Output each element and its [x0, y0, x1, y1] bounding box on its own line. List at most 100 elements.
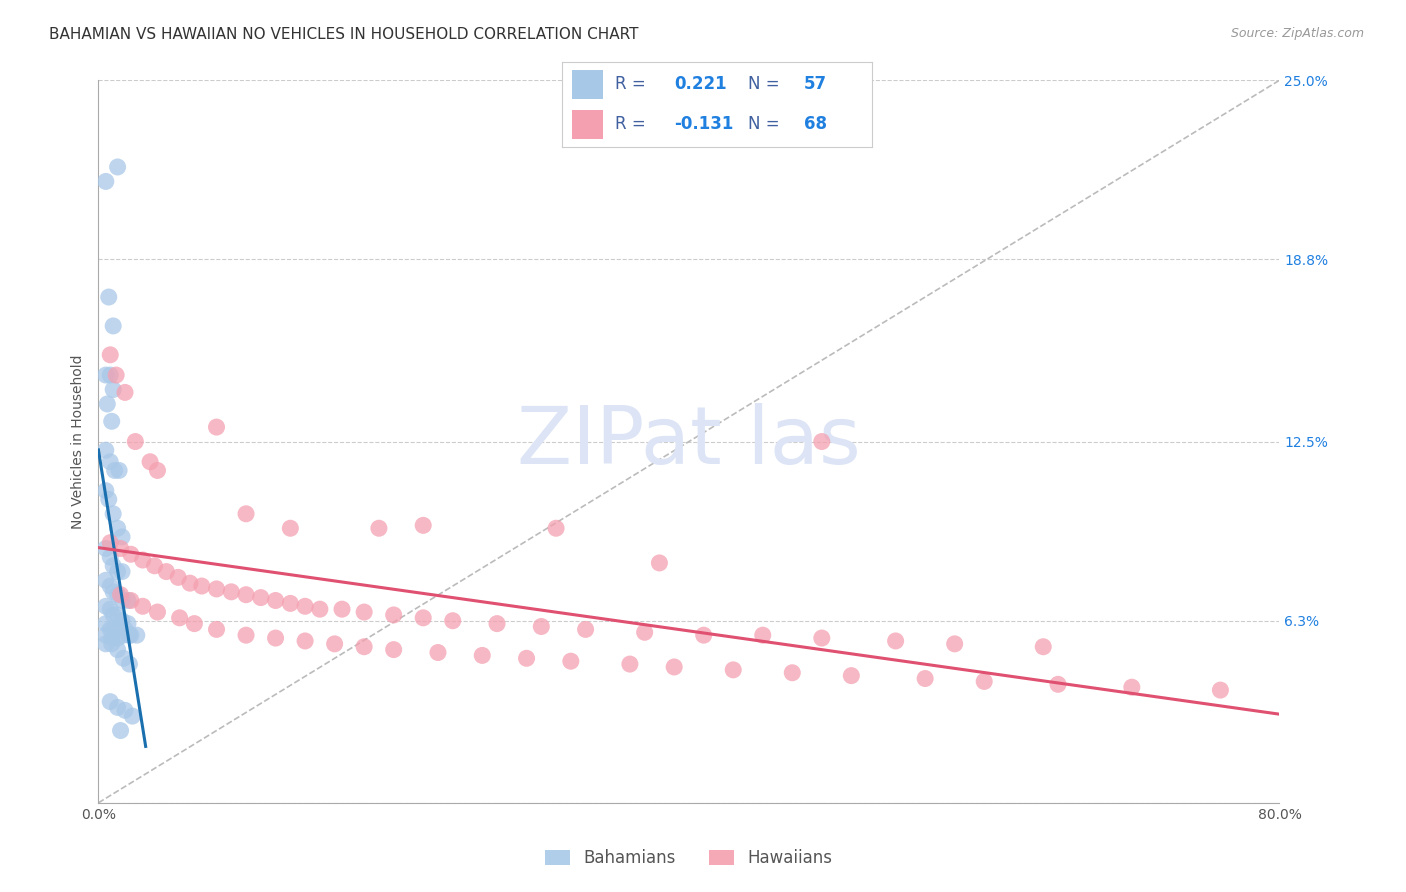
- Point: [441, 614, 464, 628]
- Text: 0.221: 0.221: [673, 76, 727, 94]
- Point: [107, 521, 129, 535]
- Point: [107, 642, 129, 657]
- Point: [169, 611, 191, 625]
- Point: [914, 672, 936, 686]
- Bar: [572, 70, 603, 99]
- Point: [118, 628, 141, 642]
- Point: [427, 646, 450, 660]
- Point: [368, 521, 391, 535]
- Point: [693, 628, 716, 642]
- Point: [94, 599, 117, 614]
- Point: [330, 602, 353, 616]
- Point: [107, 607, 129, 622]
- Point: [943, 637, 966, 651]
- Point: [139, 455, 162, 469]
- Point: [884, 634, 907, 648]
- Text: Source: ZipAtlas.com: Source: ZipAtlas.com: [1230, 27, 1364, 40]
- Point: [107, 700, 129, 714]
- Point: [486, 616, 509, 631]
- Point: [841, 668, 863, 682]
- Text: ZIPat las: ZIPat las: [517, 402, 860, 481]
- Legend: Bahamians, Hawaiians: Bahamians, Hawaiians: [538, 843, 839, 874]
- Point: [107, 588, 129, 602]
- Point: [94, 483, 117, 498]
- Point: [103, 607, 125, 622]
- Point: [103, 623, 125, 637]
- Point: [111, 614, 134, 628]
- Point: [155, 565, 177, 579]
- Point: [382, 607, 405, 622]
- Point: [111, 565, 134, 579]
- Point: [146, 463, 169, 477]
- Point: [98, 535, 121, 549]
- Point: [1209, 683, 1232, 698]
- Point: [132, 599, 155, 614]
- Point: [752, 628, 775, 642]
- Point: [120, 628, 142, 642]
- Point: [250, 591, 273, 605]
- Point: [516, 651, 538, 665]
- Point: [382, 642, 405, 657]
- Point: [98, 623, 121, 637]
- Point: [98, 550, 121, 565]
- Point: [107, 565, 129, 579]
- Point: [353, 605, 375, 619]
- Point: [664, 660, 686, 674]
- Point: [124, 434, 146, 449]
- Point: [280, 596, 302, 610]
- Point: [112, 628, 135, 642]
- Bar: [572, 110, 603, 139]
- Point: [120, 593, 142, 607]
- Point: [97, 492, 120, 507]
- Point: [103, 584, 125, 599]
- Point: [648, 556, 671, 570]
- Point: [167, 570, 190, 584]
- Point: [205, 420, 228, 434]
- Point: [98, 602, 121, 616]
- Point: [205, 582, 228, 596]
- Point: [110, 723, 132, 738]
- Text: N =: N =: [748, 76, 785, 94]
- Point: [94, 368, 117, 382]
- Point: [575, 623, 598, 637]
- Point: [1046, 677, 1070, 691]
- Point: [103, 558, 125, 573]
- Point: [94, 174, 117, 188]
- Point: [104, 463, 127, 477]
- Point: [121, 709, 143, 723]
- Point: [471, 648, 494, 663]
- Text: 68: 68: [804, 115, 827, 133]
- Point: [560, 654, 582, 668]
- Point: [103, 318, 125, 333]
- Point: [412, 518, 434, 533]
- Point: [103, 507, 125, 521]
- Point: [111, 530, 134, 544]
- Point: [264, 593, 287, 607]
- Point: [810, 434, 832, 449]
- Text: R =: R =: [614, 115, 651, 133]
- Point: [143, 558, 166, 573]
- Point: [723, 663, 745, 677]
- Point: [107, 160, 129, 174]
- Point: [114, 385, 136, 400]
- Point: [117, 593, 139, 607]
- Point: [191, 579, 214, 593]
- Point: [1121, 680, 1143, 694]
- Point: [118, 657, 141, 671]
- Point: [103, 383, 125, 397]
- Point: [412, 611, 434, 625]
- Point: [100, 637, 122, 651]
- Point: [280, 521, 302, 535]
- Point: [94, 637, 117, 651]
- Point: [132, 553, 155, 567]
- Point: [107, 631, 129, 645]
- Point: [235, 507, 257, 521]
- Point: [973, 674, 995, 689]
- Point: [112, 651, 135, 665]
- Point: [294, 634, 316, 648]
- Point: [530, 619, 553, 633]
- Text: N =: N =: [748, 115, 785, 133]
- Point: [125, 628, 148, 642]
- Point: [810, 631, 832, 645]
- Text: 57: 57: [804, 76, 827, 94]
